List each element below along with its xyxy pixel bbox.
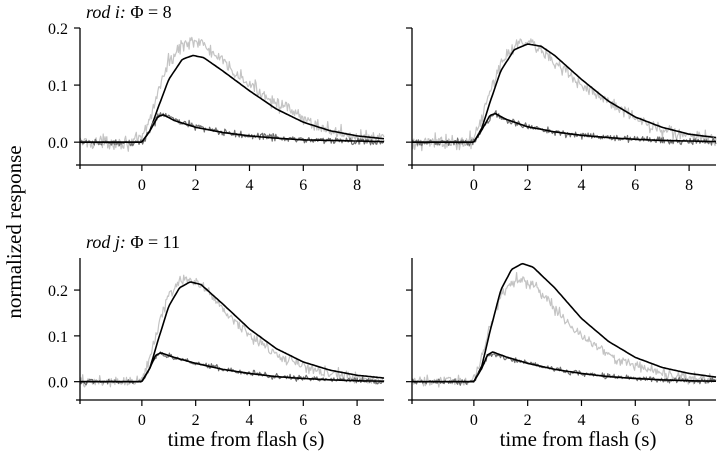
- series-noisy-large-response: [411, 38, 717, 152]
- series-noisy-large-response: [79, 274, 385, 388]
- x-tick-label: 2: [524, 412, 532, 429]
- x-tick-label: 0: [138, 177, 146, 194]
- panel-title: rod j: Φ = 11: [86, 232, 180, 252]
- x-tick-label: 6: [299, 412, 307, 429]
- x-axis-label: time from flash (s): [500, 427, 657, 451]
- y-tick-label: 0.1: [48, 329, 68, 346]
- series-fit-large: [80, 54, 385, 143]
- x-tick-label: 0: [138, 412, 146, 429]
- x-tick-label: 0: [470, 177, 478, 194]
- x-tick-label: 2: [192, 412, 200, 429]
- x-tick-label: 8: [353, 412, 361, 429]
- y-tick-label: 0.2: [48, 283, 68, 300]
- x-tick-label: 6: [631, 412, 639, 429]
- x-tick-label: 4: [245, 177, 253, 194]
- series-fit-small: [412, 351, 716, 383]
- x-tick-label: 8: [353, 177, 361, 194]
- x-tick-label: 4: [577, 412, 585, 429]
- panel-2: 0 2 4 6 8: [406, 27, 717, 194]
- series-noisy-large-response: [79, 36, 385, 152]
- x-tick-label: 6: [631, 177, 639, 194]
- series-fit-large: [412, 262, 717, 383]
- x-axis-label: time from flash (s): [168, 427, 325, 451]
- y-tick-label: 0.0: [48, 135, 68, 152]
- y-tick-label: 0.2: [48, 21, 68, 38]
- x-tick-label: 2: [524, 177, 532, 194]
- x-tick-label: 2: [192, 177, 200, 194]
- panel-1: 0 2 4 6 8 0.0 0.1 0.2 rod i: Φ = 8: [48, 2, 385, 194]
- series-fit-small: [412, 112, 716, 143]
- series-noisy-small-response: [79, 112, 385, 147]
- panel-3: 0 2 4 6 8 0.0 0.1 0.2 rod j: Φ = 11 time from fla…: [48, 232, 385, 451]
- x-tick-label: 4: [245, 412, 253, 429]
- x-tick-label: 6: [299, 177, 307, 194]
- series-fit-small: [80, 114, 384, 143]
- x-tick-label: 0: [470, 412, 478, 429]
- y-axis-label: normalized response: [2, 145, 26, 318]
- series-fit-large: [80, 281, 385, 383]
- x-tick-label: 4: [577, 177, 585, 194]
- y-tick-label: 0.0: [48, 375, 68, 392]
- y-tick-label: 0.1: [48, 78, 68, 95]
- panel-4: 0 2 4 6 8 time from flash (s): [406, 258, 717, 451]
- x-tick-label: 8: [685, 177, 693, 194]
- series-noisy-large-response: [411, 272, 717, 388]
- series-fit-small: [80, 352, 384, 383]
- x-tick-label: 8: [685, 412, 693, 429]
- panel-title: rod i: Φ = 8: [86, 2, 172, 22]
